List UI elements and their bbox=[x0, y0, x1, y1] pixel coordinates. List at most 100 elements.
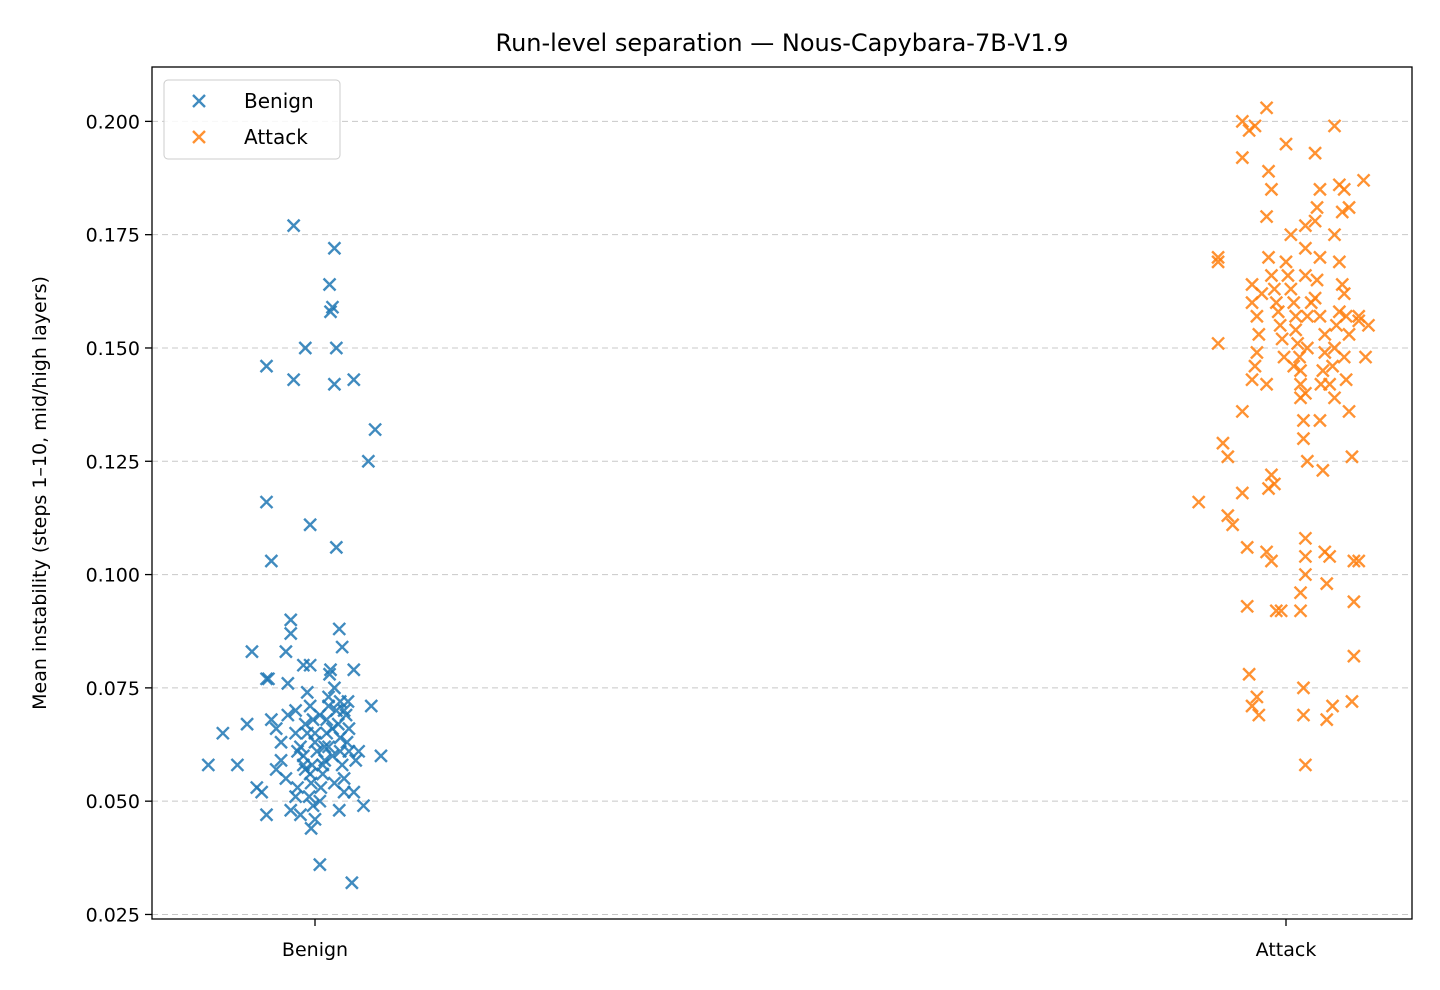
y-tick-label: 0.125 bbox=[86, 451, 140, 473]
legend-marker bbox=[192, 130, 206, 144]
data-point bbox=[306, 798, 320, 813]
data-point bbox=[335, 640, 350, 654]
data-point bbox=[1322, 549, 1337, 564]
data-point bbox=[1235, 486, 1250, 500]
data-point bbox=[327, 776, 342, 790]
data-point bbox=[298, 341, 313, 355]
data-point bbox=[259, 495, 274, 509]
data-point bbox=[1267, 282, 1282, 296]
data-point bbox=[327, 377, 342, 392]
data-point bbox=[1296, 413, 1311, 428]
data-point bbox=[1254, 286, 1269, 301]
data-point bbox=[325, 749, 340, 763]
data-point bbox=[1286, 295, 1301, 310]
data-point bbox=[1337, 286, 1352, 301]
data-point bbox=[348, 753, 363, 768]
data-point bbox=[1298, 549, 1313, 564]
data-point bbox=[346, 372, 361, 387]
data-point bbox=[1293, 603, 1308, 618]
data-point bbox=[1211, 255, 1225, 269]
data-point bbox=[1242, 123, 1256, 138]
data-point bbox=[361, 454, 376, 469]
data-point bbox=[1279, 137, 1293, 151]
data-point bbox=[1235, 114, 1250, 129]
y-axis-label: Mean instability (steps 1–10, mid/high l… bbox=[29, 276, 51, 710]
data-point bbox=[1298, 241, 1313, 256]
data-point bbox=[1273, 318, 1288, 333]
data-point bbox=[201, 758, 216, 772]
legend-marker bbox=[192, 94, 206, 108]
data-point bbox=[1293, 377, 1308, 392]
data-point bbox=[274, 735, 288, 750]
legend: Benign Attack bbox=[163, 79, 341, 160]
data-point bbox=[290, 780, 305, 795]
data-point bbox=[1261, 250, 1276, 265]
data-point bbox=[308, 812, 322, 827]
data-point bbox=[1259, 545, 1274, 559]
chart-title: Run-level separation — Nous-Capybara-7B-… bbox=[495, 29, 1068, 57]
data-point bbox=[1337, 350, 1352, 364]
data-point bbox=[1298, 218, 1313, 233]
legend-label: Benign bbox=[244, 89, 314, 113]
data-point bbox=[1327, 390, 1342, 405]
data-point bbox=[1358, 350, 1373, 364]
data-point bbox=[1347, 594, 1361, 609]
data-point bbox=[1281, 268, 1295, 283]
y-tick-label: 0.050 bbox=[86, 791, 140, 813]
x-tick-label: Attack bbox=[1256, 939, 1317, 961]
data-points bbox=[201, 100, 1376, 890]
data-point bbox=[1332, 304, 1347, 319]
data-point bbox=[306, 712, 320, 727]
data-point bbox=[322, 277, 337, 292]
data-point bbox=[302, 789, 317, 804]
data-point bbox=[313, 857, 327, 872]
data-point bbox=[325, 300, 340, 315]
data-point bbox=[1264, 468, 1279, 482]
data-point bbox=[261, 671, 276, 686]
data-point bbox=[332, 622, 347, 636]
data-point bbox=[264, 712, 279, 727]
data-point bbox=[1327, 119, 1342, 133]
data-point bbox=[1313, 182, 1327, 197]
data-point bbox=[1304, 295, 1319, 310]
data-point bbox=[1298, 386, 1313, 401]
data-point bbox=[1347, 649, 1361, 663]
data-point bbox=[1356, 173, 1371, 188]
data-point bbox=[254, 785, 269, 799]
data-point bbox=[1248, 359, 1262, 373]
data-point bbox=[1259, 100, 1274, 115]
data-point bbox=[1220, 449, 1235, 464]
data-point bbox=[1264, 182, 1279, 197]
data-point bbox=[1313, 250, 1327, 265]
data-point bbox=[1317, 345, 1332, 360]
data-point bbox=[1327, 227, 1342, 242]
data-point bbox=[259, 807, 274, 822]
data-point bbox=[1225, 517, 1240, 532]
data-point bbox=[303, 658, 317, 673]
legend-items: Benign Attack bbox=[192, 89, 314, 149]
data-point bbox=[293, 807, 308, 822]
y-tick-label: 0.100 bbox=[86, 565, 140, 587]
data-point bbox=[1259, 209, 1274, 224]
data-point bbox=[329, 540, 344, 555]
data-point bbox=[300, 685, 315, 700]
data-point bbox=[1296, 431, 1311, 446]
data-point bbox=[364, 699, 379, 713]
data-point bbox=[329, 341, 344, 355]
data-point bbox=[1300, 454, 1315, 469]
data-point bbox=[346, 785, 361, 799]
x-axis: Benign Attack bbox=[282, 919, 1316, 961]
data-point bbox=[368, 422, 382, 437]
data-point bbox=[269, 762, 284, 777]
data-point bbox=[1240, 540, 1255, 555]
data-point bbox=[1316, 363, 1330, 378]
data-point bbox=[1296, 708, 1311, 722]
data-point bbox=[1279, 255, 1293, 269]
data-point bbox=[1313, 413, 1327, 428]
legend-label: Attack bbox=[244, 125, 308, 149]
data-point bbox=[274, 753, 288, 768]
data-point bbox=[1298, 567, 1313, 582]
data-point bbox=[259, 359, 274, 373]
data-point bbox=[259, 671, 274, 686]
